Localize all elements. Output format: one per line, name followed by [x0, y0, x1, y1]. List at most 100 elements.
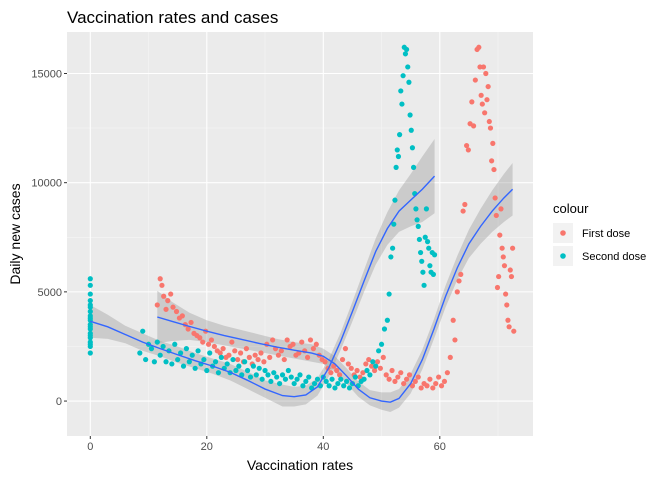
- point-second-dose: [204, 367, 210, 374]
- point-second-dose: [323, 378, 329, 385]
- point-first-dose: [173, 308, 180, 315]
- point-second-dose: [87, 332, 93, 339]
- point-first-dose: [328, 370, 334, 376]
- point-second-dose: [409, 145, 416, 151]
- point-first-dose: [360, 370, 366, 376]
- point-first-dose: [503, 291, 509, 297]
- point-first-dose: [450, 317, 456, 323]
- chart-title: Vaccination rates and cases: [67, 8, 278, 27]
- point-second-dose: [87, 298, 93, 304]
- point-second-dose: [398, 88, 404, 94]
- point-second-dose: [288, 374, 294, 380]
- point-first-dose: [383, 372, 389, 378]
- point-second-dose: [373, 363, 379, 369]
- point-first-dose: [463, 142, 470, 149]
- point-second-dose: [163, 359, 169, 365]
- point-first-dose: [485, 83, 491, 90]
- point-first-dose: [179, 313, 185, 319]
- point-first-dose: [409, 383, 416, 389]
- point-second-dose: [87, 324, 93, 330]
- point-second-dose: [407, 112, 413, 118]
- point-second-dose: [326, 383, 332, 389]
- point-second-dose: [87, 304, 93, 310]
- point-second-dose: [406, 79, 412, 85]
- point-first-dose: [232, 348, 238, 354]
- point-second-dose: [186, 359, 192, 365]
- point-first-dose: [401, 380, 407, 387]
- point-first-dose: [492, 195, 498, 201]
- point-first-dose: [386, 376, 392, 382]
- point-second-dose: [244, 367, 251, 374]
- point-second-dose: [291, 380, 297, 387]
- point-first-dose: [504, 302, 510, 308]
- point-second-dose: [183, 346, 190, 352]
- point-first-dose: [508, 273, 515, 280]
- point-second-dose: [421, 282, 427, 288]
- point-first-dose: [337, 372, 343, 378]
- point-first-dose: [460, 208, 466, 214]
- point-first-dose: [334, 367, 340, 374]
- point-second-dose: [423, 206, 430, 212]
- y-axis-title: Daily new cases: [7, 183, 23, 284]
- point-first-dose: [490, 140, 496, 146]
- point-second-dose: [294, 376, 300, 382]
- point-first-dose: [501, 263, 508, 269]
- point-second-dose: [87, 308, 93, 315]
- point-first-dose: [322, 359, 328, 365]
- point-second-dose: [306, 374, 312, 380]
- point-second-dose: [424, 239, 431, 245]
- point-first-dose: [226, 352, 232, 358]
- point-second-dose: [403, 46, 410, 53]
- point-first-dose: [339, 356, 346, 363]
- point-first-dose: [483, 70, 489, 77]
- point-first-dose: [342, 346, 349, 352]
- point-first-dose: [486, 118, 492, 125]
- point-first-dose: [281, 356, 287, 363]
- x-tick-label: 20: [201, 441, 213, 453]
- point-second-dose: [151, 359, 157, 365]
- point-second-dose: [426, 245, 432, 251]
- point-second-dose: [416, 236, 423, 243]
- point-first-dose: [284, 337, 290, 343]
- x-tick-label: 0: [87, 441, 93, 453]
- point-second-dose: [419, 258, 425, 264]
- minor-gridlines: [67, 32, 533, 436]
- y-tick-label: 5000: [38, 287, 62, 299]
- point-first-dose: [185, 326, 191, 332]
- point-first-dose: [465, 147, 471, 153]
- point-second-dose: [344, 378, 350, 385]
- point-second-dose: [410, 164, 417, 170]
- point-first-dose: [304, 354, 311, 360]
- point-second-dose: [303, 378, 309, 385]
- point-first-dose: [436, 374, 442, 380]
- legend: colour First dose Second dose: [553, 201, 646, 266]
- legend-swatch-second-dose: [560, 253, 566, 259]
- point-second-dose: [87, 291, 93, 297]
- point-first-dose: [369, 363, 375, 369]
- point-second-dose: [384, 317, 390, 323]
- point-second-dose: [335, 380, 341, 387]
- point-first-dose: [261, 359, 267, 365]
- point-first-dose: [188, 319, 194, 326]
- point-second-dose: [367, 372, 373, 378]
- point-second-dose: [405, 64, 411, 70]
- point-second-dose: [279, 372, 286, 378]
- x-tick-label: 40: [317, 441, 329, 453]
- point-first-dose: [389, 367, 395, 374]
- point-second-dose: [420, 269, 426, 275]
- point-first-dose: [157, 276, 163, 282]
- point-first-dose: [154, 302, 160, 308]
- point-first-dose: [489, 158, 495, 164]
- point-first-dose: [345, 361, 351, 367]
- point-first-dose: [406, 372, 413, 378]
- point-first-dose: [243, 346, 250, 352]
- point-first-dose: [267, 354, 273, 360]
- point-first-dose: [499, 245, 505, 251]
- point-second-dose: [285, 367, 291, 374]
- point-second-dose: [201, 356, 207, 363]
- point-second-dose: [140, 328, 146, 334]
- point-first-dose: [447, 354, 453, 360]
- point-second-dose: [311, 380, 318, 387]
- point-second-dose: [87, 315, 93, 321]
- point-first-dose: [307, 337, 314, 343]
